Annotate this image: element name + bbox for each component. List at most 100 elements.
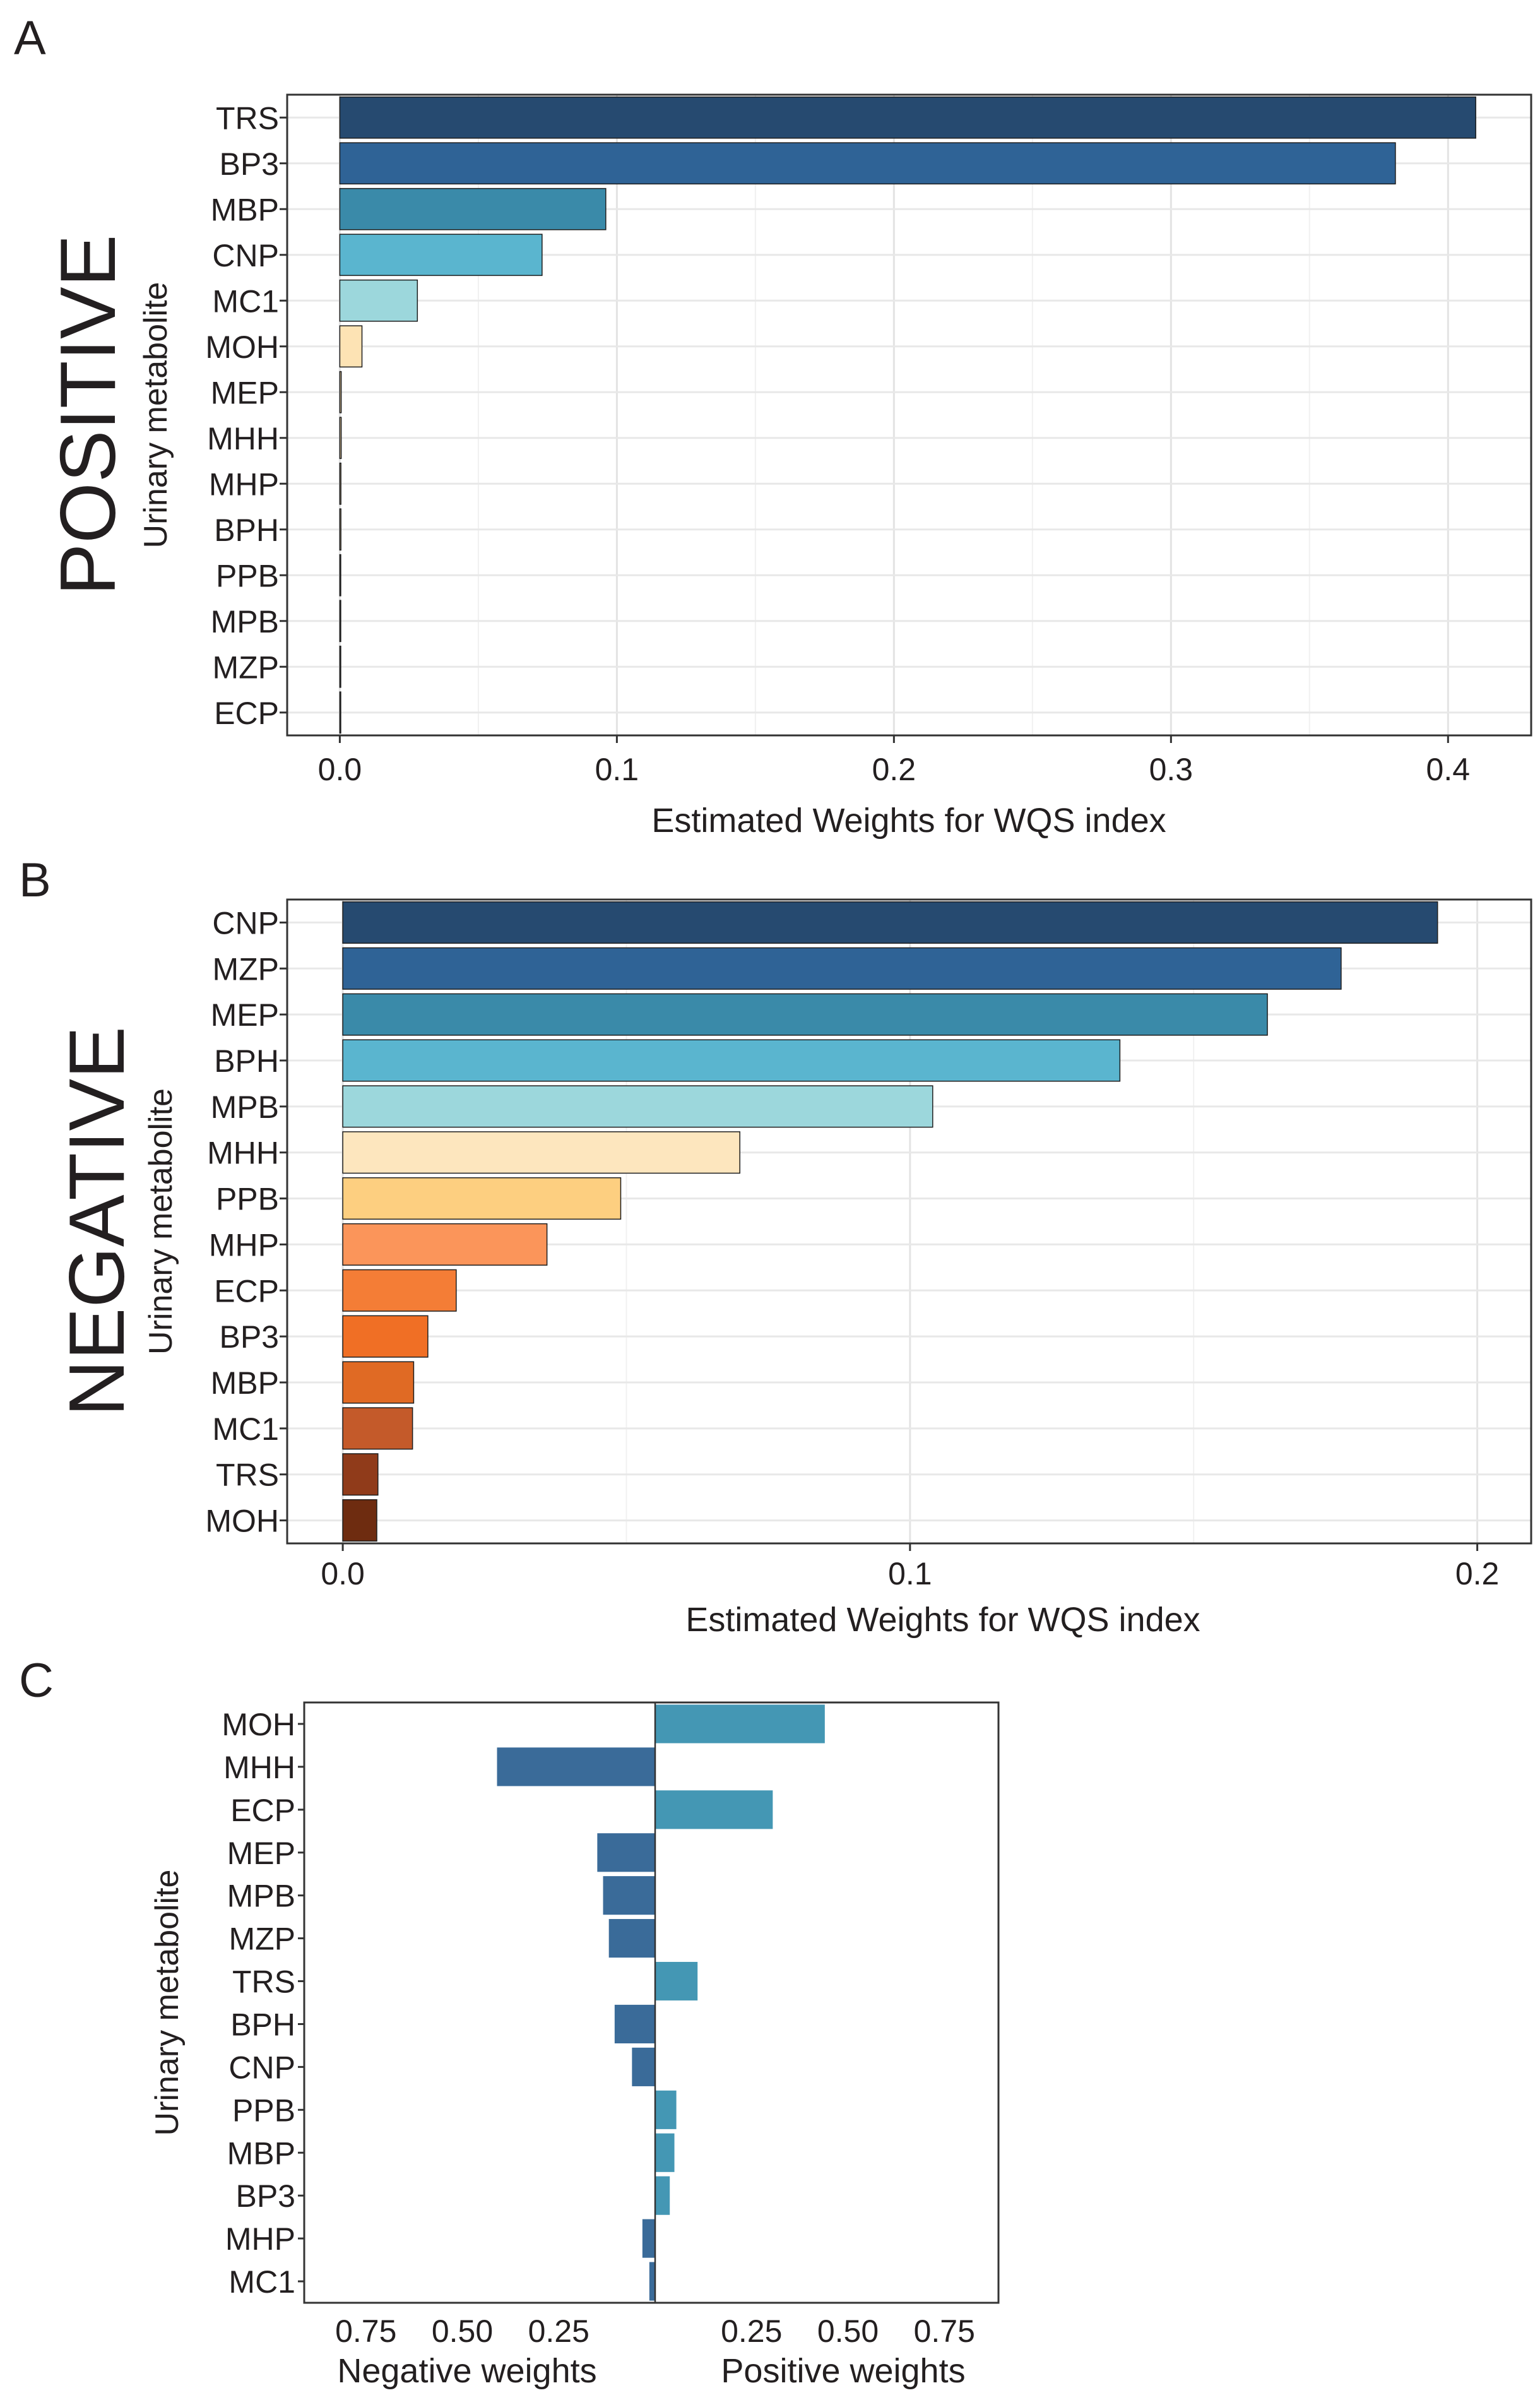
bar-mbp [342,1361,415,1404]
y-axis-title: Urinary metabolite [149,1870,186,2136]
x-tick-label: 0.25 [528,2314,589,2349]
category-label: MZP [212,951,279,987]
category-label: MEP [211,997,279,1033]
category-label: CNP [212,238,279,273]
x-tick-label: 0.1 [888,1556,932,1591]
category-label: MBP [211,192,279,227]
category-label: BPH [214,513,279,548]
category-label: TRS [216,1458,279,1493]
category-label: MZP [212,650,279,685]
bar-moh [655,1704,825,1744]
x-tick-label: 0.0 [321,1556,365,1591]
plot-frame [303,1701,1000,2304]
x-tick-label: 0.4 [1426,752,1471,787]
side-title: NEGATIVE [54,1026,141,1417]
bar-bph [342,1039,1121,1082]
plot-frame [286,93,1532,737]
category-label: MC1 [228,2264,295,2300]
bar-mzp [608,1919,655,1958]
panel-c: MOH MHH ECP MEP MPB MZP TRS BPH CNP PPB MBP BP3 MHP M… [149,1701,1000,2390]
bar-bph [614,2004,655,2044]
category-label: PPB [216,558,279,593]
bar-mzp [339,645,341,688]
y-axis-title: Urinary metabolite [138,282,174,549]
category-label: PPB [216,1182,279,1217]
bar-bp3 [342,1315,429,1358]
x-tick-label: 0.0 [318,752,362,787]
x-tick-label: 0.2 [1455,1556,1500,1591]
bar-mhp [642,2219,655,2258]
bar-trs [339,96,1476,139]
category-label: TRS [232,1964,295,2000]
x-tick-label: 0.3 [1149,752,1194,787]
bar-ecp [339,691,341,734]
category-label: MHH [207,1136,279,1171]
bar-bp3 [655,2176,670,2215]
bar-cnp [339,234,543,276]
category-label: ECP [214,696,279,731]
category-label: BPH [214,1043,279,1079]
bar-mbp [339,187,607,230]
bar-moh [339,325,363,368]
bar-mpb [342,1085,933,1128]
x-tick-label: 0.50 [432,2314,493,2349]
bar-mep [597,1833,655,1872]
bar-bp3 [339,142,1396,185]
category-label: MHH [207,421,279,456]
panel-b: CNP MZP MEP BPH MPB MHH PPB MHP ECP BP3 MBP MC1 TRS M… [54,898,1532,1639]
category-label: MOH [205,1504,279,1539]
bar-cnp [342,901,1438,944]
category-label: MBP [227,2136,295,2171]
bar-ppb [339,554,341,597]
category-label: MEP [211,375,279,410]
category-label: MHP [209,466,279,502]
x-tick-label: 0.50 [817,2314,879,2349]
bar-moh [342,1499,377,1542]
category-label: MOH [222,1707,295,1742]
bar-mhp [342,1223,548,1266]
category-label: MBP [211,1365,279,1401]
y-axis-title: Urinary metabolite [143,1088,179,1355]
bar-mhh [497,1747,655,1786]
x-tick-label: 0.75 [914,2314,975,2349]
x-axis-title-positive: Positive weights [721,2352,965,2390]
category-label: BP3 [235,2178,295,2214]
category-label: MPB [211,604,279,639]
bar-mc1 [339,279,418,322]
bar-mpb [339,600,341,643]
bar-trs [342,1453,379,1496]
bar-ecp [655,1790,773,1829]
bar-mhh [339,417,342,460]
bar-mep [339,371,342,413]
category-label: BPH [230,2007,295,2042]
bar-mpb [603,1876,655,1915]
panel-label-c: C [19,1654,54,1708]
category-label: MEP [227,1836,295,1871]
category-label: MPB [227,1879,295,1914]
bar-mhp [339,462,341,505]
category-label: CNP [212,905,279,941]
x-axis-title: Estimated Weights for WQS index [685,1601,1200,1639]
bar-mep [342,993,1268,1036]
category-label: BP3 [219,1319,279,1355]
category-label: CNP [228,2050,295,2085]
bar-mc1 [649,2262,655,2301]
x-axis-title: Estimated Weights for WQS index [651,802,1166,840]
bar-mc1 [342,1407,413,1450]
category-label: MOH [205,330,279,365]
category-label: ECP [230,1793,295,1828]
category-label: MZP [228,1922,295,1957]
panel-label-a: A [14,11,46,65]
x-tick-label: 0.2 [872,752,916,787]
category-label: MHH [223,1750,295,1785]
x-axis-title-negative: Negative weights [337,2352,596,2390]
panel-a: TRS BP3 MBP CNP MC1 MOH MEP MHH MHP BPH PPB MPB MZP E… [45,93,1532,840]
category-label: TRS [216,100,279,136]
category-label: BP3 [219,146,279,182]
side-title: POSITIVE [45,235,132,596]
bar-trs [655,1961,698,2001]
x-tick-label: 0.1 [595,752,639,787]
category-label: MC1 [212,283,279,319]
x-tick-label: 0.75 [335,2314,396,2349]
